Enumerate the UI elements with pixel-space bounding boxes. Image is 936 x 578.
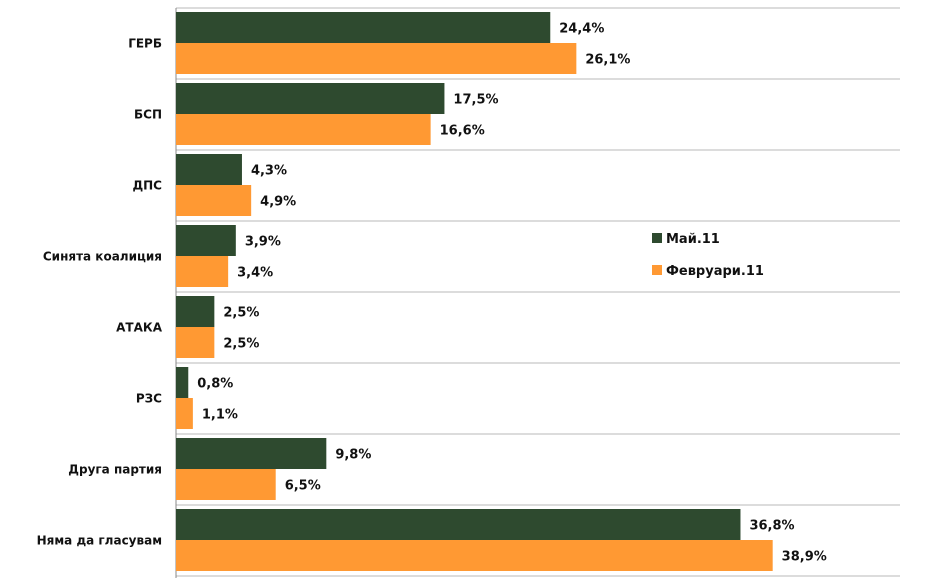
data-label: 36,8% bbox=[749, 519, 794, 534]
value-labels: 24,4% 26,1% 17,5% 16,6% 4,3% 4,9% 3,9% 3,4% 2,5%… bbox=[197, 22, 827, 565]
bar-february bbox=[176, 327, 215, 358]
data-label: 26,1% bbox=[585, 53, 630, 68]
category-label: РЗС bbox=[136, 392, 162, 406]
category-label: Няма да гласувам bbox=[37, 534, 162, 548]
bar-february bbox=[176, 114, 431, 145]
data-label: 1,1% bbox=[202, 408, 238, 423]
data-label: 16,6% bbox=[440, 124, 485, 139]
bars-group bbox=[176, 12, 773, 571]
data-label: 2,5% bbox=[223, 306, 259, 321]
data-label: 3,4% bbox=[237, 266, 273, 281]
data-label: 38,9% bbox=[782, 550, 827, 565]
data-label: 2,5% bbox=[223, 337, 259, 352]
bar-may bbox=[176, 225, 236, 256]
bar-may bbox=[176, 438, 327, 469]
bar-may bbox=[176, 12, 551, 43]
category-label: Друга партия bbox=[68, 463, 162, 477]
category-label: Синята коалиция bbox=[43, 250, 162, 264]
legend-swatch-may bbox=[652, 233, 662, 243]
bar-may bbox=[176, 367, 189, 398]
legend-label-may: Май.11 bbox=[666, 232, 720, 247]
bar-february bbox=[176, 398, 193, 429]
category-separators bbox=[176, 7, 900, 577]
data-label: 6,5% bbox=[285, 479, 321, 494]
data-label: 4,3% bbox=[251, 164, 287, 179]
legend-label-february: Февруари.11 bbox=[666, 264, 764, 279]
data-label: 24,4% bbox=[559, 22, 604, 37]
bar-may bbox=[176, 296, 215, 327]
category-labels: ГЕРБ БСП ДПС Синята коалиция АТАКА РЗС Друга п… bbox=[37, 37, 163, 548]
category-label: БСП bbox=[134, 108, 162, 122]
bar-may bbox=[176, 83, 445, 114]
category-label: АТАКА bbox=[116, 321, 163, 335]
bar-may bbox=[176, 509, 741, 540]
legend: Май.11 Февруари.11 bbox=[652, 232, 764, 279]
bar-february bbox=[176, 43, 577, 74]
data-label: 0,8% bbox=[197, 377, 233, 392]
bar-february bbox=[176, 469, 276, 500]
bar-february bbox=[176, 185, 252, 216]
category-label: ДПС bbox=[132, 179, 162, 193]
data-label: 3,9% bbox=[245, 235, 281, 250]
data-label: 4,9% bbox=[260, 195, 296, 210]
data-label: 9,8% bbox=[335, 448, 371, 463]
category-label: ГЕРБ bbox=[128, 37, 162, 51]
data-label: 17,5% bbox=[453, 93, 498, 108]
bar-february bbox=[176, 540, 773, 571]
legend-swatch-february bbox=[652, 265, 662, 275]
bar-may bbox=[176, 154, 242, 185]
bar-february bbox=[176, 256, 229, 287]
